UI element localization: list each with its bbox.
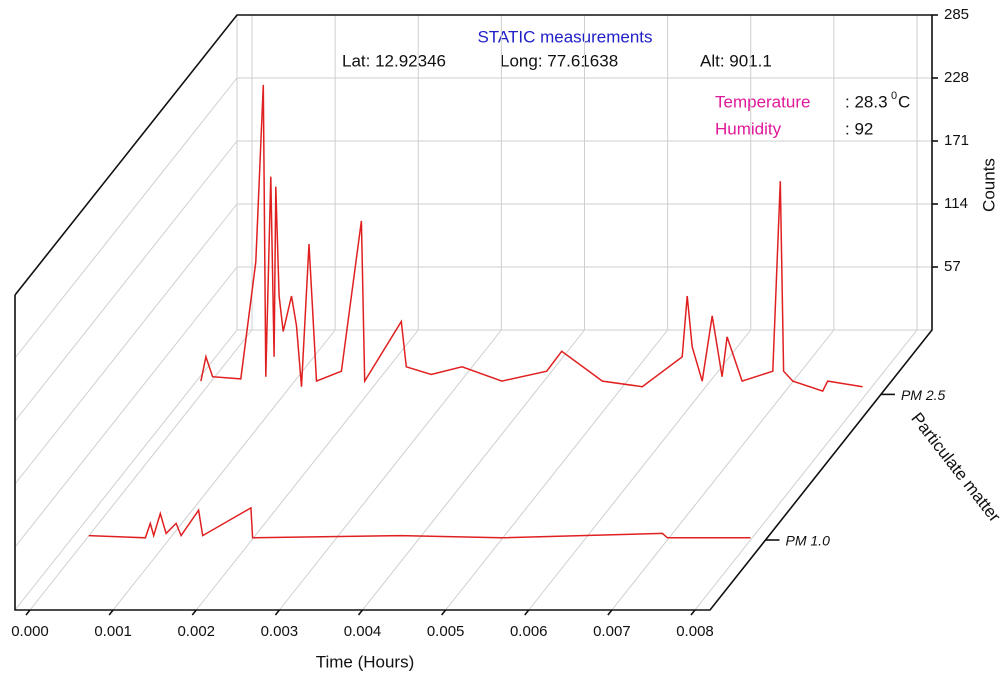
x-tick <box>524 609 530 616</box>
x-tick-label: 0.006 <box>510 623 548 640</box>
x-tick <box>357 609 364 616</box>
annotation: C <box>898 92 910 111</box>
x-tick-label: 0.000 <box>11 623 49 640</box>
x-tick <box>108 609 114 616</box>
grid-line <box>362 329 585 611</box>
annotation: : 92 <box>845 119 873 138</box>
x-tick <box>441 609 447 616</box>
x-tick-label: 0.003 <box>261 623 299 640</box>
x-tick-label: 0.008 <box>676 623 714 640</box>
grid-line <box>112 329 336 611</box>
z-tick-label: PM 1.0 <box>786 533 831 549</box>
data-line <box>200 84 863 393</box>
grid-line <box>14 266 238 548</box>
grid-line <box>195 329 419 611</box>
annotation: Temperature <box>715 92 810 111</box>
y-tick-label: 171 <box>944 132 969 149</box>
grid-line <box>14 203 238 485</box>
y-axis-label: Counts <box>979 158 998 212</box>
axis-frame <box>14 14 932 296</box>
z-axis-label: Particulate matter <box>907 409 1004 526</box>
annotation: Alt: 901.1 <box>700 51 772 70</box>
y-tick-label: 114 <box>944 195 968 212</box>
data-line <box>88 506 751 539</box>
x-tick-label: 0.007 <box>593 623 631 640</box>
x-tick-label: 0.005 <box>427 623 465 640</box>
x-tick <box>607 609 613 616</box>
annotation: Lat: 12.92346 <box>342 51 446 70</box>
x-axis-label: Time (Hours) <box>316 652 415 671</box>
x-tick <box>191 609 197 616</box>
grid-line <box>611 329 835 611</box>
y-tick-label: 57 <box>944 258 961 275</box>
grid-line <box>445 329 669 611</box>
axis-frame <box>14 15 933 611</box>
annotation: : 28.3 <box>845 92 888 111</box>
y-tick-label: 228 <box>944 69 969 86</box>
x-tick-label: 0.004 <box>344 623 382 640</box>
grid-line <box>29 329 253 611</box>
grid-line <box>278 329 502 611</box>
x-tick <box>274 609 280 616</box>
chart-title: STATIC measurements <box>477 27 652 46</box>
annotation: Humidity <box>715 119 782 138</box>
x-tick <box>25 609 31 616</box>
grid-line <box>14 77 238 359</box>
annotation: 0 <box>891 90 897 102</box>
x-tick-label: 0.001 <box>94 623 132 640</box>
grid-line <box>14 140 238 422</box>
grid-line <box>14 329 238 611</box>
x-tick <box>690 609 696 616</box>
y-tick-label: 285 <box>944 6 969 23</box>
annotation: Long: 77.61638 <box>500 51 618 70</box>
x-tick-label: 0.002 <box>177 623 215 640</box>
z-tick-label: PM 2.5 <box>901 387 946 403</box>
grid-line <box>694 329 918 611</box>
grid-line <box>528 329 752 611</box>
